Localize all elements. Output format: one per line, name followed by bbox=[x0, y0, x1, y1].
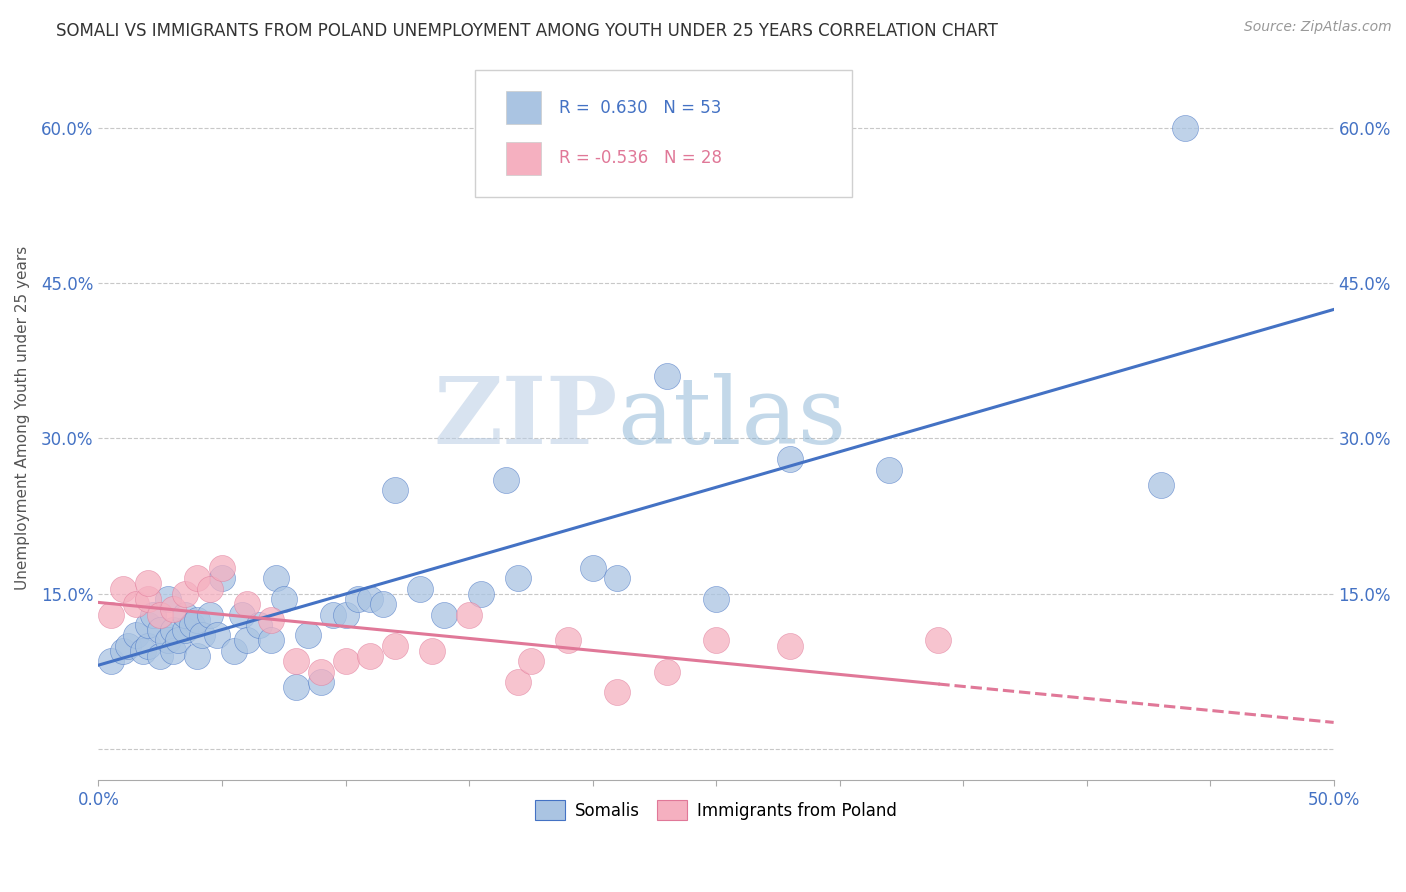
Point bbox=[508, 571, 530, 585]
Point bbox=[458, 607, 481, 622]
Point bbox=[420, 644, 443, 658]
Point bbox=[235, 633, 257, 648]
Point bbox=[655, 665, 678, 679]
Point bbox=[779, 452, 801, 467]
Point bbox=[156, 592, 179, 607]
FancyBboxPatch shape bbox=[506, 142, 541, 175]
Text: SOMALI VS IMMIGRANTS FROM POLAND UNEMPLOYMENT AMONG YOUTH UNDER 25 YEARS CORRELA: SOMALI VS IMMIGRANTS FROM POLAND UNEMPLO… bbox=[56, 22, 998, 40]
Point bbox=[606, 571, 628, 585]
Point bbox=[162, 644, 184, 658]
Point bbox=[198, 607, 221, 622]
Point bbox=[235, 597, 257, 611]
Point bbox=[198, 582, 221, 596]
Point bbox=[231, 607, 253, 622]
Point bbox=[136, 576, 159, 591]
Point bbox=[433, 607, 456, 622]
Point bbox=[359, 648, 381, 663]
Point bbox=[704, 592, 727, 607]
Point bbox=[174, 607, 197, 622]
Text: R =  0.630   N = 53: R = 0.630 N = 53 bbox=[560, 99, 721, 117]
Point bbox=[149, 648, 172, 663]
Point bbox=[205, 628, 228, 642]
Point bbox=[136, 592, 159, 607]
Point bbox=[384, 639, 406, 653]
Point bbox=[508, 674, 530, 689]
Point bbox=[136, 639, 159, 653]
Point bbox=[927, 633, 949, 648]
Point bbox=[520, 654, 543, 668]
Point bbox=[181, 618, 204, 632]
Point bbox=[149, 623, 172, 637]
Point bbox=[162, 602, 184, 616]
Text: atlas: atlas bbox=[617, 373, 846, 463]
Point bbox=[132, 644, 155, 658]
Point bbox=[557, 633, 579, 648]
Point bbox=[309, 674, 332, 689]
Legend: Somalis, Immigrants from Poland: Somalis, Immigrants from Poland bbox=[529, 794, 904, 826]
Point bbox=[266, 571, 288, 585]
Point bbox=[408, 582, 430, 596]
Point bbox=[100, 654, 122, 668]
Point bbox=[779, 639, 801, 653]
Point bbox=[112, 582, 135, 596]
Point bbox=[211, 561, 233, 575]
Point bbox=[174, 587, 197, 601]
Point bbox=[174, 623, 197, 637]
Point bbox=[285, 654, 308, 668]
Point bbox=[124, 628, 146, 642]
Point bbox=[100, 607, 122, 622]
Y-axis label: Unemployment Among Youth under 25 years: Unemployment Among Youth under 25 years bbox=[15, 245, 30, 590]
Point bbox=[191, 628, 214, 642]
FancyBboxPatch shape bbox=[506, 91, 541, 124]
Point bbox=[470, 587, 492, 601]
Point bbox=[273, 592, 295, 607]
Point bbox=[606, 685, 628, 699]
Point bbox=[495, 473, 517, 487]
Point bbox=[347, 592, 370, 607]
Point bbox=[142, 607, 165, 622]
Point bbox=[149, 607, 172, 622]
Point bbox=[335, 654, 357, 668]
Text: ZIP: ZIP bbox=[433, 373, 617, 463]
Point bbox=[581, 561, 603, 575]
Point bbox=[655, 369, 678, 384]
Point bbox=[124, 597, 146, 611]
Point bbox=[371, 597, 394, 611]
Point bbox=[186, 613, 208, 627]
Point bbox=[112, 644, 135, 658]
Point bbox=[309, 665, 332, 679]
Point bbox=[186, 571, 208, 585]
Point bbox=[335, 607, 357, 622]
Point bbox=[166, 633, 188, 648]
Point bbox=[704, 633, 727, 648]
Point bbox=[297, 628, 319, 642]
Text: R = -0.536   N = 28: R = -0.536 N = 28 bbox=[560, 150, 723, 168]
Point bbox=[247, 618, 270, 632]
Point bbox=[156, 633, 179, 648]
Point bbox=[162, 623, 184, 637]
Point bbox=[260, 633, 283, 648]
Point bbox=[384, 483, 406, 498]
Point bbox=[260, 613, 283, 627]
Point bbox=[136, 618, 159, 632]
Point bbox=[285, 680, 308, 694]
FancyBboxPatch shape bbox=[475, 70, 852, 196]
Point bbox=[322, 607, 344, 622]
Point bbox=[359, 592, 381, 607]
Text: Source: ZipAtlas.com: Source: ZipAtlas.com bbox=[1244, 20, 1392, 34]
Point bbox=[186, 648, 208, 663]
Point bbox=[1150, 478, 1173, 492]
Point bbox=[211, 571, 233, 585]
Point bbox=[117, 639, 139, 653]
Point bbox=[224, 644, 246, 658]
Point bbox=[1174, 120, 1197, 135]
Point bbox=[877, 462, 900, 476]
